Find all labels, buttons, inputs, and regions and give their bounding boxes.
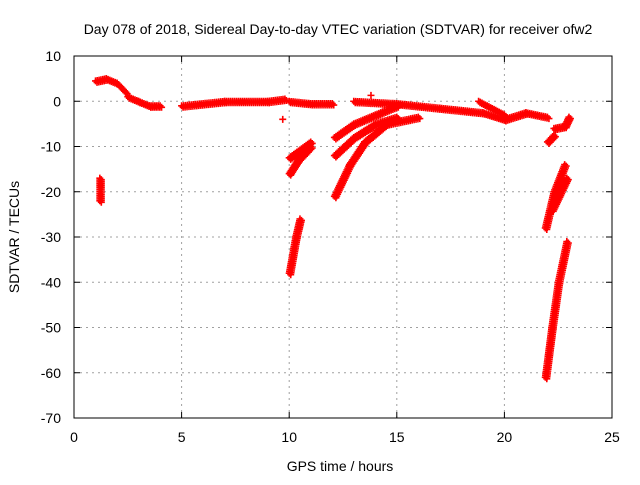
data-point [158,103,166,111]
data-point [279,115,287,123]
data-point [545,115,553,123]
data-point [308,139,316,147]
data-point [551,133,559,141]
data-point [307,138,315,146]
data-point [565,113,573,121]
data-point [564,176,572,184]
data-point [96,197,104,205]
x-tick-label: 15 [389,429,405,445]
data-point [297,216,305,224]
data-point [502,112,510,120]
y-tick-label: 0 [53,93,61,109]
plot-border [73,55,613,419]
data-point [296,215,304,223]
data-point [156,102,164,110]
chart-title: Day 078 of 2018, Sidereal Day-to-day VTE… [84,21,593,37]
data-point [566,115,574,123]
x-tick-label: 0 [70,429,78,445]
data-point [564,239,572,247]
y-axis-label: SDTVAR / TECUs [6,181,22,293]
y-tick-label: -10 [41,139,61,155]
data-point [97,198,105,206]
x-tick-label: 20 [497,429,513,445]
data-point [330,101,338,109]
data-point [122,88,130,96]
y-tick-label: -40 [41,274,61,290]
data-point [543,113,551,121]
data-point [500,111,508,119]
x-axis-label: GPS time / hours [287,458,394,474]
y-tick-label: 10 [45,48,61,64]
data-point [367,91,375,99]
data-point [416,115,424,123]
data-point [563,174,571,182]
data-points [92,75,574,383]
data-point [281,95,289,103]
y-tick-label: -60 [41,365,61,381]
y-tick-label: -20 [41,184,61,200]
data-point [414,113,422,121]
y-tick-label: -70 [41,410,61,426]
x-tick-label: 10 [281,429,297,445]
x-tick-label: 5 [178,429,186,445]
x-tick-label: 25 [604,429,620,445]
data-point [561,161,569,169]
y-tick-label: -30 [41,229,61,245]
y-tick-label: -50 [41,320,61,336]
data-point [562,162,570,170]
data-point [328,100,336,108]
data-point [550,131,558,139]
axis-ticks: 0 5 10 15 20 25 10 0 -10 -20 -30 -40 -50 -60 -70 [41,48,620,445]
data-point [563,238,571,246]
